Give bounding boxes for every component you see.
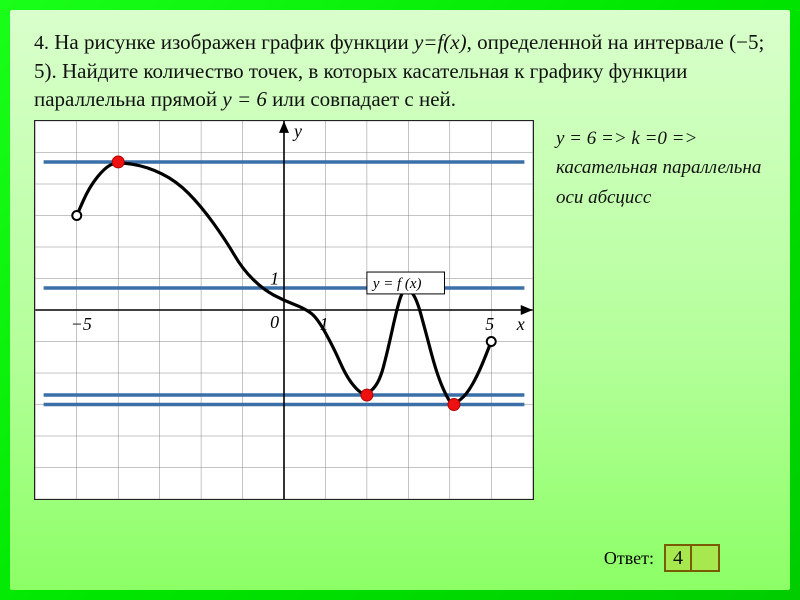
explain-l1: у = 6 => k =0 => xyxy=(556,124,761,153)
svg-text:x: x xyxy=(516,314,525,334)
svg-text:y = f (x): y = f (x) xyxy=(371,276,422,292)
explain-l2: касательная параллельна xyxy=(556,153,761,182)
answer-row: Ответ: 4 xyxy=(604,544,720,572)
svg-text:0: 0 xyxy=(270,312,279,332)
problem-text: 4. На рисунке изображен график функции y… xyxy=(34,28,766,114)
svg-text:1: 1 xyxy=(270,268,279,288)
answer-value: 4 xyxy=(666,546,692,570)
problem-number: 4. xyxy=(34,32,49,54)
explain-l3: оси абсцисс xyxy=(556,183,761,212)
answer-box: 4 xyxy=(664,544,720,572)
line-eq: y = 6 xyxy=(222,87,267,111)
svg-text:−5: −5 xyxy=(71,314,92,334)
chart-svg: y x 0 −5 5 1 1 y = f (x) xyxy=(35,121,533,499)
svg-text:1: 1 xyxy=(319,314,328,334)
svg-text:y: y xyxy=(292,121,302,141)
answer-empty xyxy=(692,546,718,570)
func-expr: y=f(x) xyxy=(414,30,467,54)
answer-label: Ответ: xyxy=(604,548,654,569)
explanation: у = 6 => k =0 => касательная параллельна… xyxy=(556,124,761,212)
svg-text:5: 5 xyxy=(485,314,494,334)
chart: y x 0 −5 5 1 1 y = f (x) xyxy=(34,120,534,500)
